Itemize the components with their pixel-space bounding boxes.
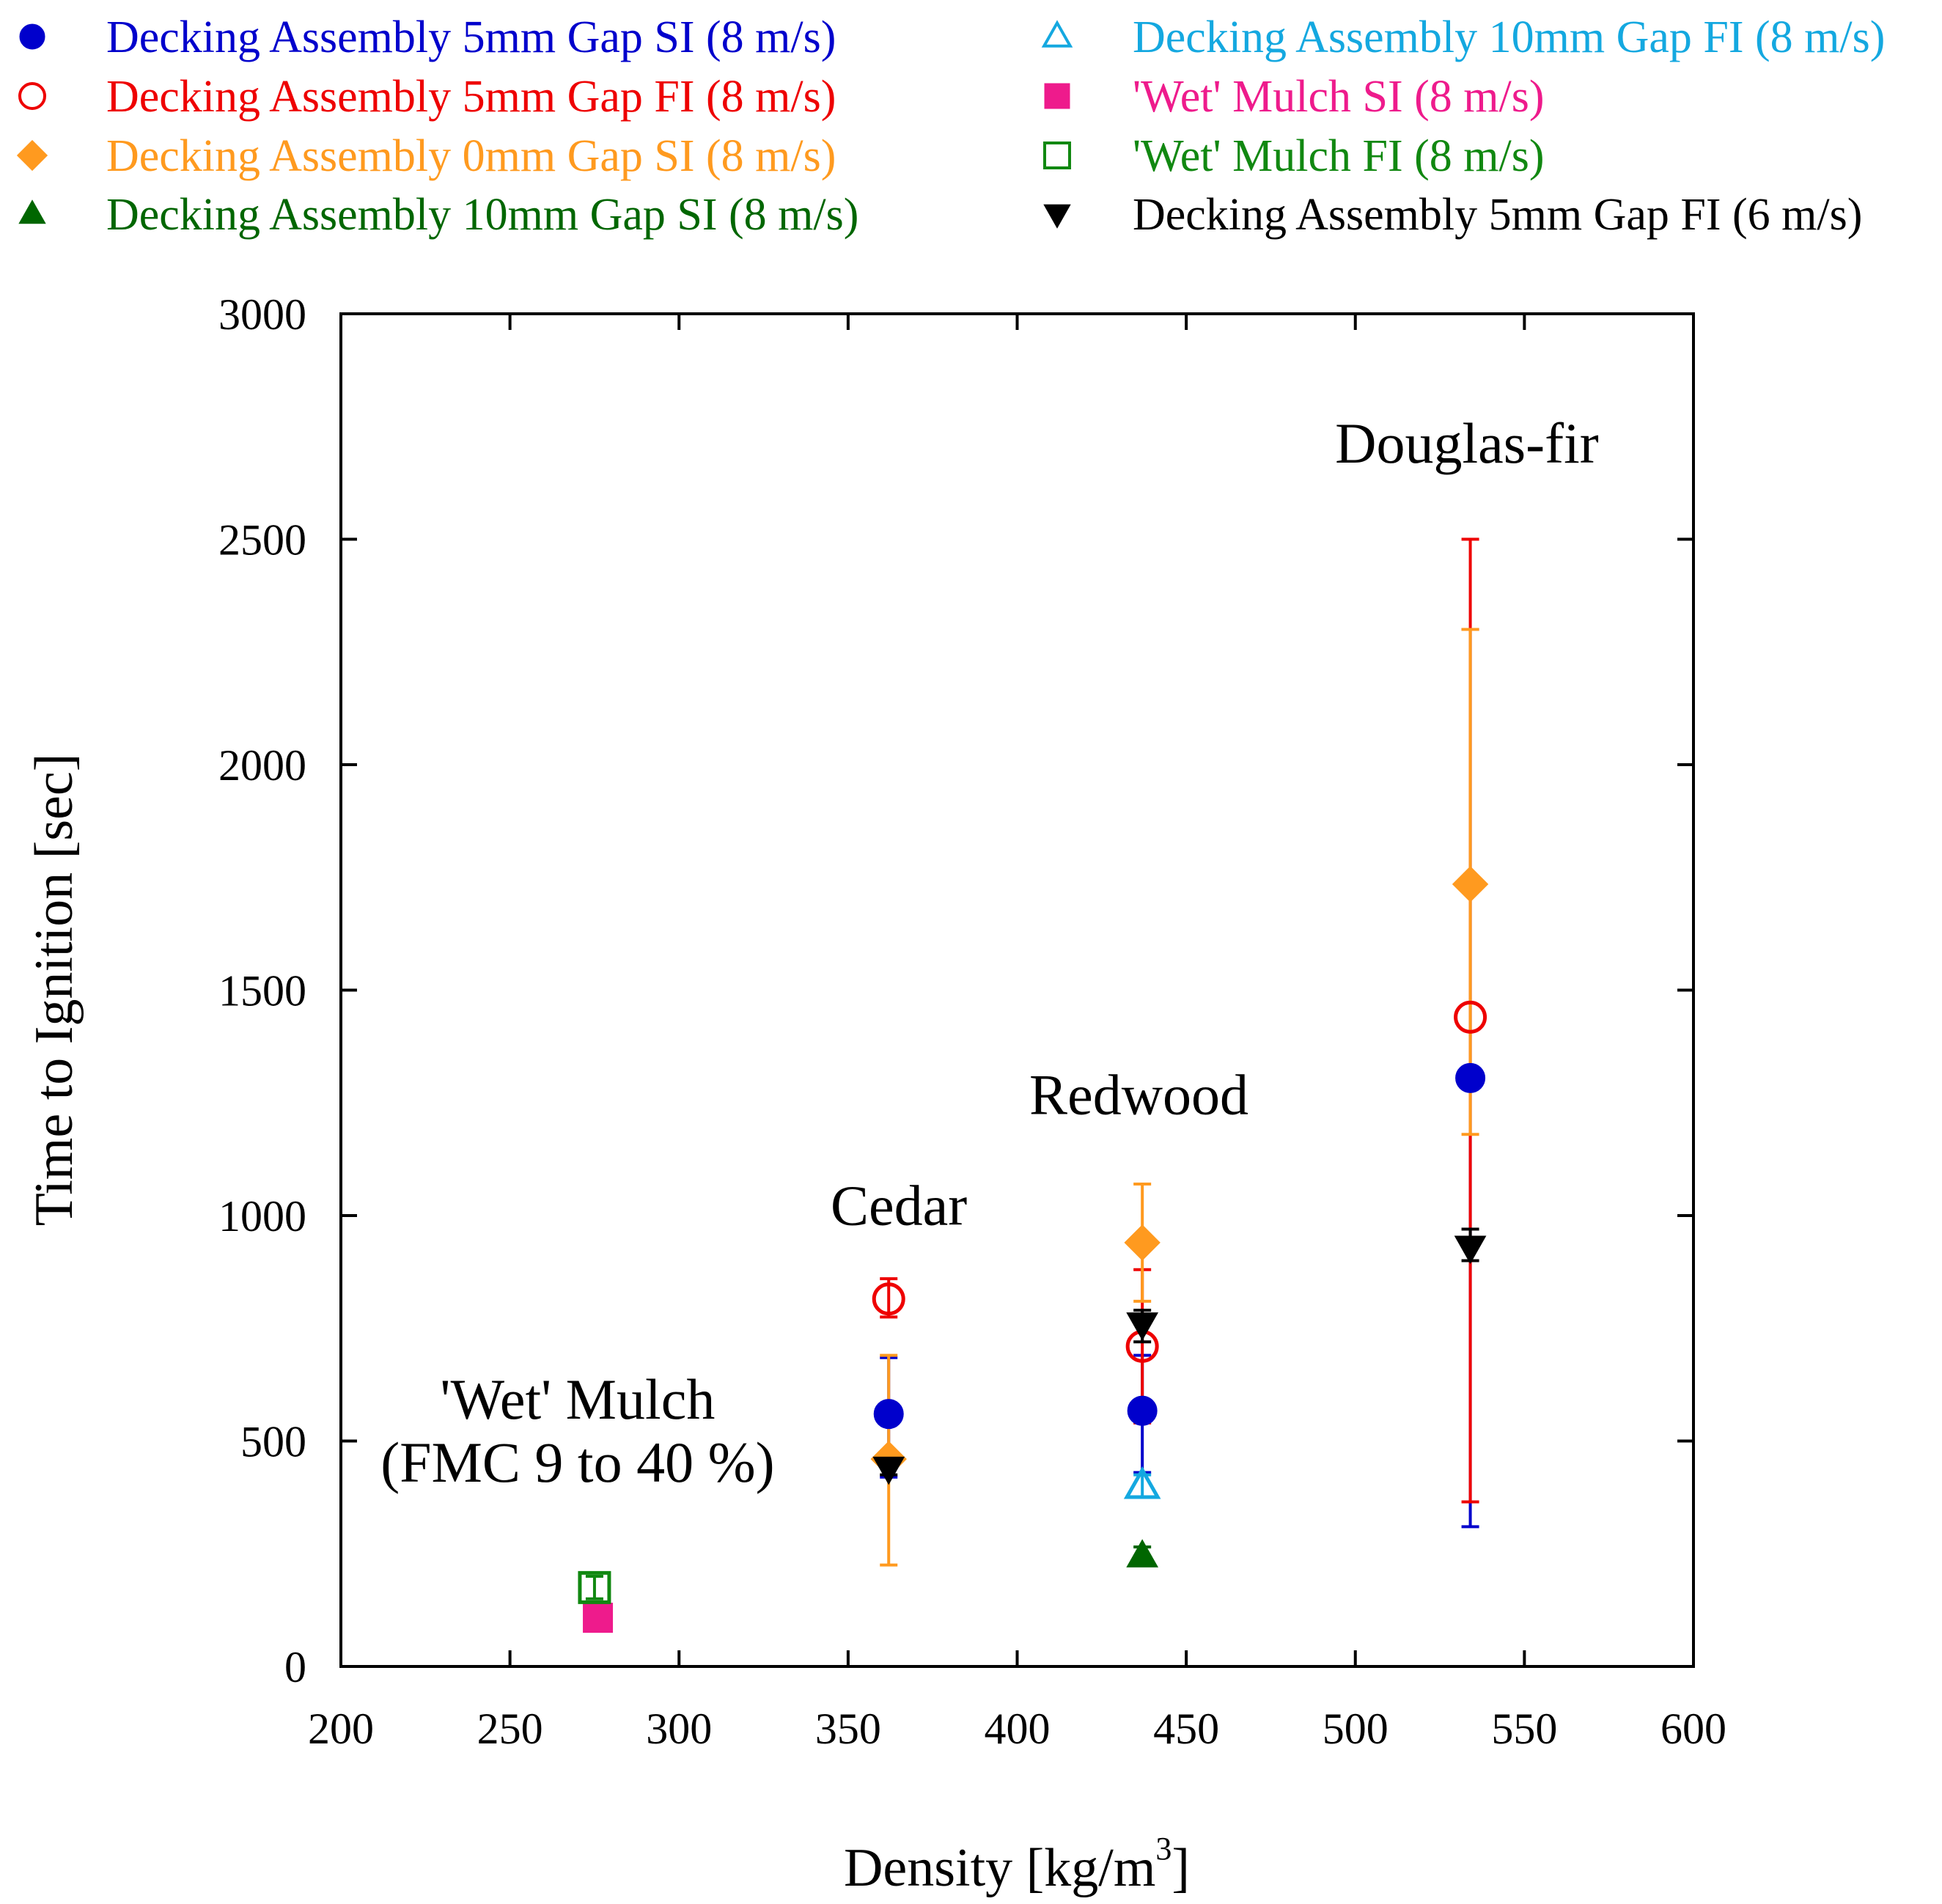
legend-marker [18, 82, 46, 110]
annotation-label: Redwood [1029, 1063, 1248, 1127]
y-tick-label: 0 [284, 1643, 306, 1691]
annotation-label: Douglas-fir [1335, 411, 1599, 475]
legend-marker [1041, 20, 1073, 48]
x-tick-label: 200 [308, 1705, 374, 1753]
y-tick-label: 3000 [218, 290, 306, 339]
legend-marker [18, 199, 46, 224]
x-tick-label: 350 [815, 1705, 881, 1753]
annotation-label: Cedar [831, 1173, 967, 1237]
legend-marker [1043, 204, 1071, 229]
annotation-line: Cedar [831, 1173, 967, 1237]
data-point [1454, 1235, 1487, 1265]
data-point [1123, 1466, 1161, 1499]
y-tick-label: 2500 [218, 516, 306, 565]
legend-label: 'Wet' Mulch FI (8 m/s) [1133, 131, 1545, 181]
axes: 200 250 300 350 400 450 500 550 600 0 500 1000 1500 2… [218, 290, 1726, 1753]
data-point [873, 1399, 904, 1430]
legend: Decking Assembly 5mm Gap SI (8 m/s) Decki… [16, 12, 1885, 240]
annotation-label: 'Wet' Mulch (FMC 9 to 40 %) [380, 1367, 774, 1494]
annotation-line: Douglas-fir [1335, 411, 1599, 475]
legend-label: Decking Assembly 10mm Gap SI (8 m/s) [106, 190, 858, 240]
y-tick-label: 1500 [218, 967, 306, 1015]
x-tick-label: 500 [1323, 1705, 1389, 1753]
data-point [583, 1603, 614, 1633]
data-point [1452, 866, 1489, 903]
data-markers [578, 866, 1489, 1633]
data-point [578, 1570, 611, 1604]
x-tick-label: 300 [646, 1705, 712, 1753]
x-axis-label-main: Density [kg/m [844, 1838, 1155, 1898]
annotations: Douglas-fir Redwood Cedar 'Wet' Mulch (FMC 9… [380, 411, 1599, 1494]
data-point [1455, 1062, 1486, 1093]
x-tick-label: 600 [1660, 1705, 1726, 1753]
annotation-line: (FMC 9 to 40 %) [380, 1430, 774, 1494]
x-axis-label: Density [kg/m3] [844, 1831, 1190, 1898]
legend-marker [1043, 141, 1071, 169]
legend-label: Decking Assembly 10mm Gap FI (8 m/s) [1133, 12, 1885, 62]
data-point [1126, 1539, 1159, 1567]
legend-label: Decking Assembly 0mm Gap SI (8 m/s) [106, 131, 836, 181]
x-tick-label: 400 [985, 1705, 1051, 1753]
y-axis-label: Time to Ignition [sec] [24, 754, 84, 1227]
data-point [1126, 1312, 1159, 1341]
data-point [872, 1456, 905, 1485]
legend-marker [1044, 83, 1070, 109]
data-point [1127, 1395, 1158, 1426]
x-axis-label-superscript: 3 [1155, 1831, 1172, 1867]
legend-label: Decking Assembly 5mm Gap FI (8 m/s) [106, 72, 836, 122]
y-tick-label: 2000 [218, 741, 306, 790]
y-tick-label: 1000 [218, 1192, 306, 1240]
x-tick-label: 550 [1491, 1705, 1557, 1753]
annotation-line: Redwood [1029, 1063, 1248, 1127]
data-point [1454, 1000, 1487, 1034]
x-tick-label: 250 [477, 1705, 543, 1753]
x-tick-label: 450 [1153, 1705, 1219, 1753]
legend-marker [19, 23, 45, 50]
y-tick-label: 500 [240, 1418, 306, 1466]
legend-label: 'Wet' Mulch SI (8 m/s) [1133, 72, 1545, 122]
legend-marker [16, 139, 48, 172]
x-axis-label-end: ] [1172, 1838, 1190, 1898]
legend-label: Decking Assembly 5mm Gap SI (8 m/s) [106, 12, 836, 62]
data-point [1124, 1224, 1161, 1261]
data-point [872, 1282, 905, 1316]
legend-label: Decking Assembly 5mm Gap FI (6 m/s) [1133, 190, 1862, 240]
annotation-line: 'Wet' Mulch [440, 1367, 715, 1431]
